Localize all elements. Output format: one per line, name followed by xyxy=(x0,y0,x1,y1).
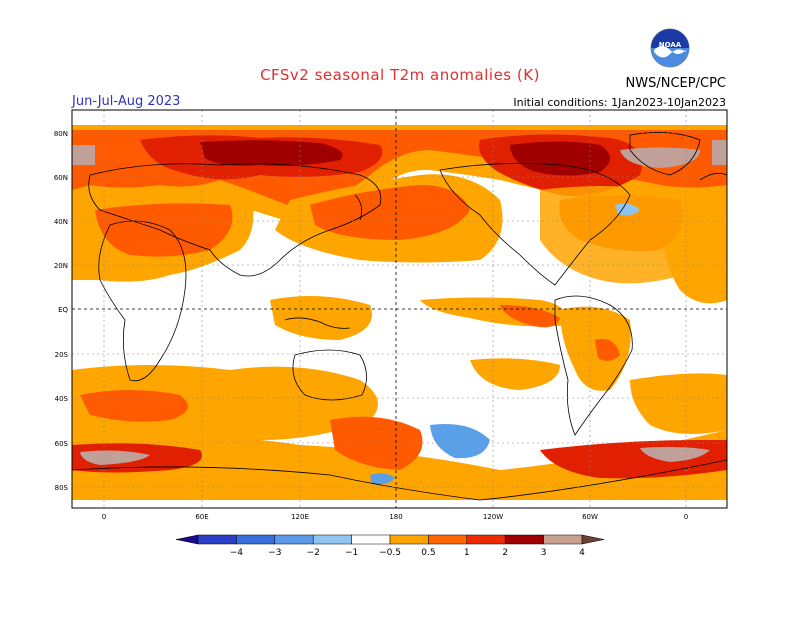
japan-outline xyxy=(354,194,363,221)
south-america-strong xyxy=(595,339,620,361)
colorbar-segment xyxy=(197,534,237,545)
colorbar-label: 1 xyxy=(464,548,470,558)
colorbar-label: 4 xyxy=(579,548,585,558)
colorbar-label: 0.5 xyxy=(421,548,435,558)
lat-label: 80S xyxy=(55,484,69,492)
lon-label: 60W xyxy=(582,513,598,521)
lat-label: 60S xyxy=(55,440,69,448)
initial-conditions-label: Initial conditions: 1Jan2023-10Jan2023 xyxy=(513,96,726,109)
latitude-labels: 80N 60N 40N 20N EQ 20S 40S 60S 80S xyxy=(54,130,69,492)
coastlines xyxy=(72,132,727,501)
europe-extreme-region-east xyxy=(712,140,727,165)
lon-label: 180 xyxy=(389,513,402,521)
europe-west-outline xyxy=(699,172,727,181)
lat-label: 20S xyxy=(55,351,69,359)
lon-label: 120W xyxy=(483,513,503,521)
europe-extreme-region xyxy=(72,145,95,165)
south-atlantic-warm xyxy=(630,373,727,434)
colorbar-segment xyxy=(236,534,276,545)
colorbar-segment xyxy=(312,534,352,545)
greenland-extreme-region xyxy=(620,147,700,168)
eurasia-strong xyxy=(95,203,233,257)
colorbar-segment xyxy=(466,534,506,545)
lat-label: 40N xyxy=(54,218,68,226)
southern-ocean-extreme-east xyxy=(640,446,710,462)
lon-label: 120E xyxy=(291,513,309,521)
indonesia-outline xyxy=(284,317,351,329)
agency-label: NWS/NCEP/CPC xyxy=(625,76,726,91)
lon-label: 0 xyxy=(684,513,688,521)
southern-ocean-extreme-west xyxy=(80,450,150,465)
colorbar-label: −4 xyxy=(230,548,244,558)
ross-sea-strong xyxy=(330,416,423,470)
cold-patch-north-atlantic xyxy=(615,203,640,216)
cold-patch-antarctic xyxy=(370,473,395,485)
season-label: Jun-Jul-Aug 2023 xyxy=(72,94,181,109)
colorbar-label: 3 xyxy=(541,548,547,558)
lat-label: 40S xyxy=(55,395,69,403)
colorbar: −4 −3 −2 −1 −0.5 0.5 1 2 3 4 xyxy=(175,534,605,558)
south-pacific-warm xyxy=(470,358,560,390)
enso-strong-region xyxy=(500,305,560,328)
lat-label: EQ xyxy=(58,306,68,314)
colorbar-label: −3 xyxy=(268,548,281,558)
colorbar-segment xyxy=(428,534,468,545)
lon-label: 60E xyxy=(195,513,208,521)
colorbar-arrow-left xyxy=(175,534,199,545)
colorbar-arrow-right xyxy=(581,534,605,545)
chart-title: CFSv2 seasonal T2m anomalies (K) xyxy=(260,66,540,84)
colorbar-label: −1 xyxy=(345,548,358,558)
atlantic-north-warm xyxy=(540,186,700,284)
north-pacific-strong xyxy=(310,185,470,240)
noaa-logo-icon: NOAA xyxy=(650,28,690,68)
colorbar-segment xyxy=(543,534,583,545)
colorbar-segment xyxy=(274,534,314,545)
colorbar-segment xyxy=(389,534,429,545)
south-america-warm xyxy=(560,306,631,391)
maritime-continent-warm xyxy=(270,296,372,340)
colorbar-label: −2 xyxy=(307,548,320,558)
noaa-logo-text: NOAA xyxy=(659,41,682,49)
lat-label: 20N xyxy=(54,262,68,270)
lon-label: 0 xyxy=(102,513,106,521)
greenland-outline xyxy=(629,132,701,176)
antarctica-outline xyxy=(72,459,727,501)
longitude-labels: 0 60E 120E 180 120W 60W 0 xyxy=(102,513,688,521)
south-america-outline xyxy=(554,295,633,436)
canada-extreme-region xyxy=(510,141,610,176)
australia-outline xyxy=(292,349,367,401)
lat-label: 60N xyxy=(54,174,68,182)
lat-label: 80N xyxy=(54,130,68,138)
colorbar-segment xyxy=(504,534,544,545)
colorbar-segment xyxy=(351,534,391,545)
colorbar-label: −0.5 xyxy=(379,548,401,558)
africa-outline xyxy=(98,220,187,382)
colorbar-label: 2 xyxy=(502,548,508,558)
graticule xyxy=(72,110,727,508)
siberia-extreme-region xyxy=(200,140,343,166)
eurasia-outline xyxy=(88,163,382,277)
map-frame xyxy=(71,109,728,509)
cold-patch-south-pacific xyxy=(430,424,490,459)
equator-dateline xyxy=(72,110,727,508)
north-america-outline xyxy=(439,162,631,286)
